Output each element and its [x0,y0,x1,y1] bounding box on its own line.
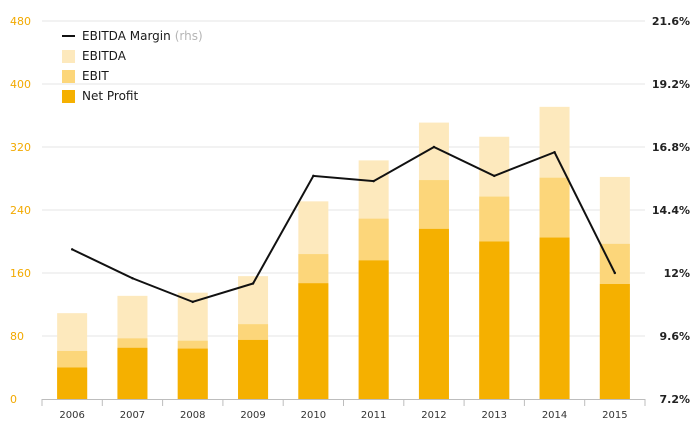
legend-swatch-box [62,50,75,63]
left-axis-tick-label: 320 [10,141,31,154]
legend-label: EBITDA Margin [82,29,171,43]
x-tick-label: 2013 [482,410,507,421]
right-axis-tick-label: 14.4% [652,204,690,217]
legend-label: EBIT [82,69,109,83]
bar-net-profit [599,284,630,399]
ebitda-margin-point [251,282,255,285]
x-tick-label: 2015 [602,410,627,421]
ebitda-margin-point [191,300,194,304]
legend-label: EBITDA [82,49,127,63]
right-axis-tick-label: 9.6% [659,330,690,343]
left-axis-tick-label: 400 [10,78,31,91]
right-axis-tick-label: 21.6% [652,15,690,28]
x-tick-label: 2014 [542,410,567,421]
bar-net-profit [238,339,269,399]
x-tick-label: 2007 [120,410,145,421]
bar-net-profit [539,237,570,399]
x-tick-label: 2006 [59,410,84,421]
bar-net-profit [117,347,148,399]
left-axis-tick-label: 160 [10,267,31,280]
bar-net-profit [177,348,208,399]
legend-swatch-box [62,90,75,103]
left-axis-tick-label: 0 [10,393,17,406]
ebitda-margin-point [493,174,496,178]
x-tick-label: 2010 [301,410,326,421]
bar-net-profit [479,241,510,399]
right-axis-tick-label: 19.2% [652,78,690,91]
ebitda-margin-point [613,271,617,275]
right-axis-tick-label: 12% [664,267,690,280]
bar-net-profit [418,228,449,399]
legend-label: Net Profit [82,89,138,103]
x-tick-label: 2011 [361,410,386,421]
ebitda-margin-point [432,145,436,149]
ebitda-margin-line [71,145,616,303]
ebitda-margin-point [372,179,375,183]
right-axis-tick-label: 7.2% [659,393,690,406]
bar-net-profit [358,260,389,399]
legend-swatch-box [62,70,75,83]
left-axis-tick-label: 480 [10,15,31,28]
ebitda-margin-point [553,151,556,154]
ebitda-margin-point [131,277,134,280]
bar-net-profit [298,283,329,399]
legend-note: (rhs) [175,29,203,43]
left-axis-tick-label: 240 [10,204,31,217]
x-tick-label: 2008 [180,410,205,421]
x-tick-label: 2009 [240,410,265,421]
right-axis-tick-label: 16.8% [652,141,690,154]
ebitda-margin-point [312,174,315,178]
bar-net-profit [57,367,88,399]
x-tick-label: 2012 [421,410,446,421]
ebitda-margin-point [70,248,74,251]
left-axis-tick-label: 80 [10,330,24,343]
